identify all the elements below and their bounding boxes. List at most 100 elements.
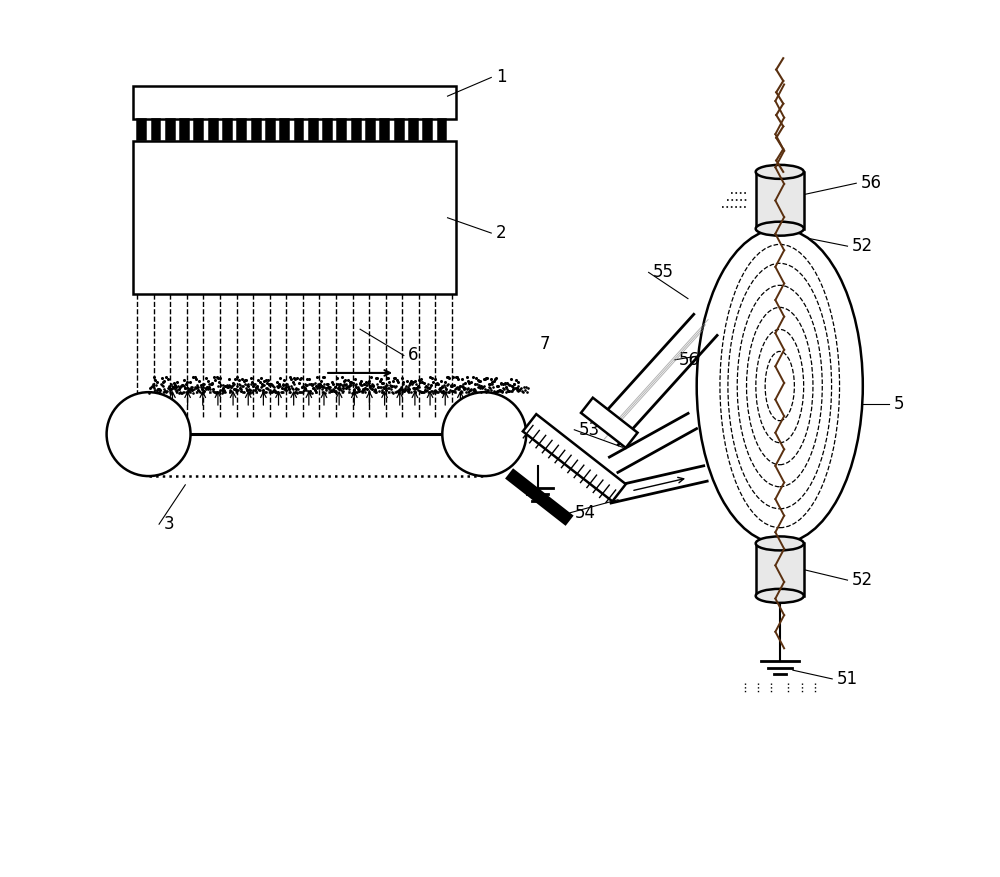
Point — [427, 373, 443, 387]
Point — [277, 381, 293, 395]
Point — [220, 379, 236, 393]
Point — [403, 385, 419, 399]
Point — [307, 382, 323, 396]
Point — [337, 373, 353, 387]
Point — [430, 377, 446, 391]
Point — [443, 379, 459, 393]
Point — [304, 386, 320, 400]
Point — [184, 383, 200, 397]
Point — [446, 384, 462, 398]
Point — [350, 381, 366, 396]
Point — [381, 381, 397, 395]
Point — [248, 380, 264, 394]
Point — [271, 378, 287, 392]
Point — [340, 380, 356, 394]
Point — [383, 379, 399, 393]
Point — [435, 384, 451, 398]
Point — [452, 379, 468, 393]
Point — [218, 379, 234, 393]
Point — [450, 372, 466, 386]
Point — [173, 386, 189, 400]
Point — [476, 372, 492, 386]
Point — [289, 386, 305, 400]
Point — [468, 371, 484, 385]
Point — [412, 374, 428, 389]
Point — [506, 376, 522, 390]
Point — [369, 371, 385, 385]
Point — [444, 384, 460, 398]
Point — [373, 380, 389, 394]
Text: 51: 51 — [837, 670, 858, 688]
Point — [368, 371, 384, 385]
Bar — [366, 119, 374, 139]
Point — [256, 374, 272, 388]
Point — [374, 385, 390, 399]
Point — [297, 377, 313, 391]
Point — [492, 384, 508, 398]
Point — [286, 371, 302, 385]
Point — [327, 380, 343, 394]
Point — [336, 374, 352, 389]
Point — [444, 379, 460, 393]
Bar — [166, 119, 174, 139]
Point — [320, 377, 336, 391]
Point — [209, 385, 225, 399]
Polygon shape — [507, 470, 572, 524]
Point — [498, 380, 514, 394]
Point — [457, 381, 473, 395]
Point — [228, 383, 244, 397]
Bar — [133, 86, 456, 119]
Point — [165, 380, 181, 394]
Text: 3: 3 — [163, 515, 174, 533]
Point — [155, 375, 171, 389]
Point — [276, 373, 292, 387]
Point — [459, 370, 475, 384]
Point — [217, 380, 233, 394]
Point — [387, 371, 403, 385]
Point — [154, 378, 170, 392]
Point — [237, 374, 253, 388]
Point — [156, 374, 172, 388]
Point — [210, 380, 226, 394]
Point — [332, 377, 348, 391]
Point — [174, 386, 190, 400]
Point — [386, 371, 402, 385]
Point — [479, 383, 495, 397]
Point — [269, 379, 285, 393]
Point — [389, 373, 405, 387]
Point — [276, 382, 292, 396]
Bar — [280, 119, 288, 139]
Point — [229, 379, 245, 393]
Point — [342, 374, 358, 389]
Point — [258, 381, 274, 396]
Point — [363, 370, 379, 384]
Point — [429, 375, 445, 389]
Point — [359, 378, 375, 392]
Point — [442, 383, 458, 397]
Point — [325, 377, 341, 391]
Point — [405, 381, 421, 396]
Point — [360, 376, 376, 390]
Bar — [295, 119, 302, 139]
Bar — [395, 119, 403, 139]
Point — [488, 371, 504, 385]
Bar — [756, 172, 804, 229]
Point — [404, 377, 420, 391]
Point — [456, 381, 472, 396]
Point — [182, 382, 198, 396]
Point — [441, 385, 457, 399]
Point — [397, 381, 413, 396]
Point — [166, 376, 182, 390]
Point — [511, 383, 527, 397]
Point — [516, 380, 532, 394]
Bar — [133, 141, 456, 295]
Point — [384, 385, 400, 399]
Point — [211, 385, 227, 399]
Point — [448, 381, 464, 396]
Point — [482, 381, 498, 395]
Point — [177, 381, 193, 396]
Point — [225, 376, 241, 390]
Point — [379, 371, 395, 385]
Point — [254, 377, 270, 391]
Point — [348, 380, 364, 394]
